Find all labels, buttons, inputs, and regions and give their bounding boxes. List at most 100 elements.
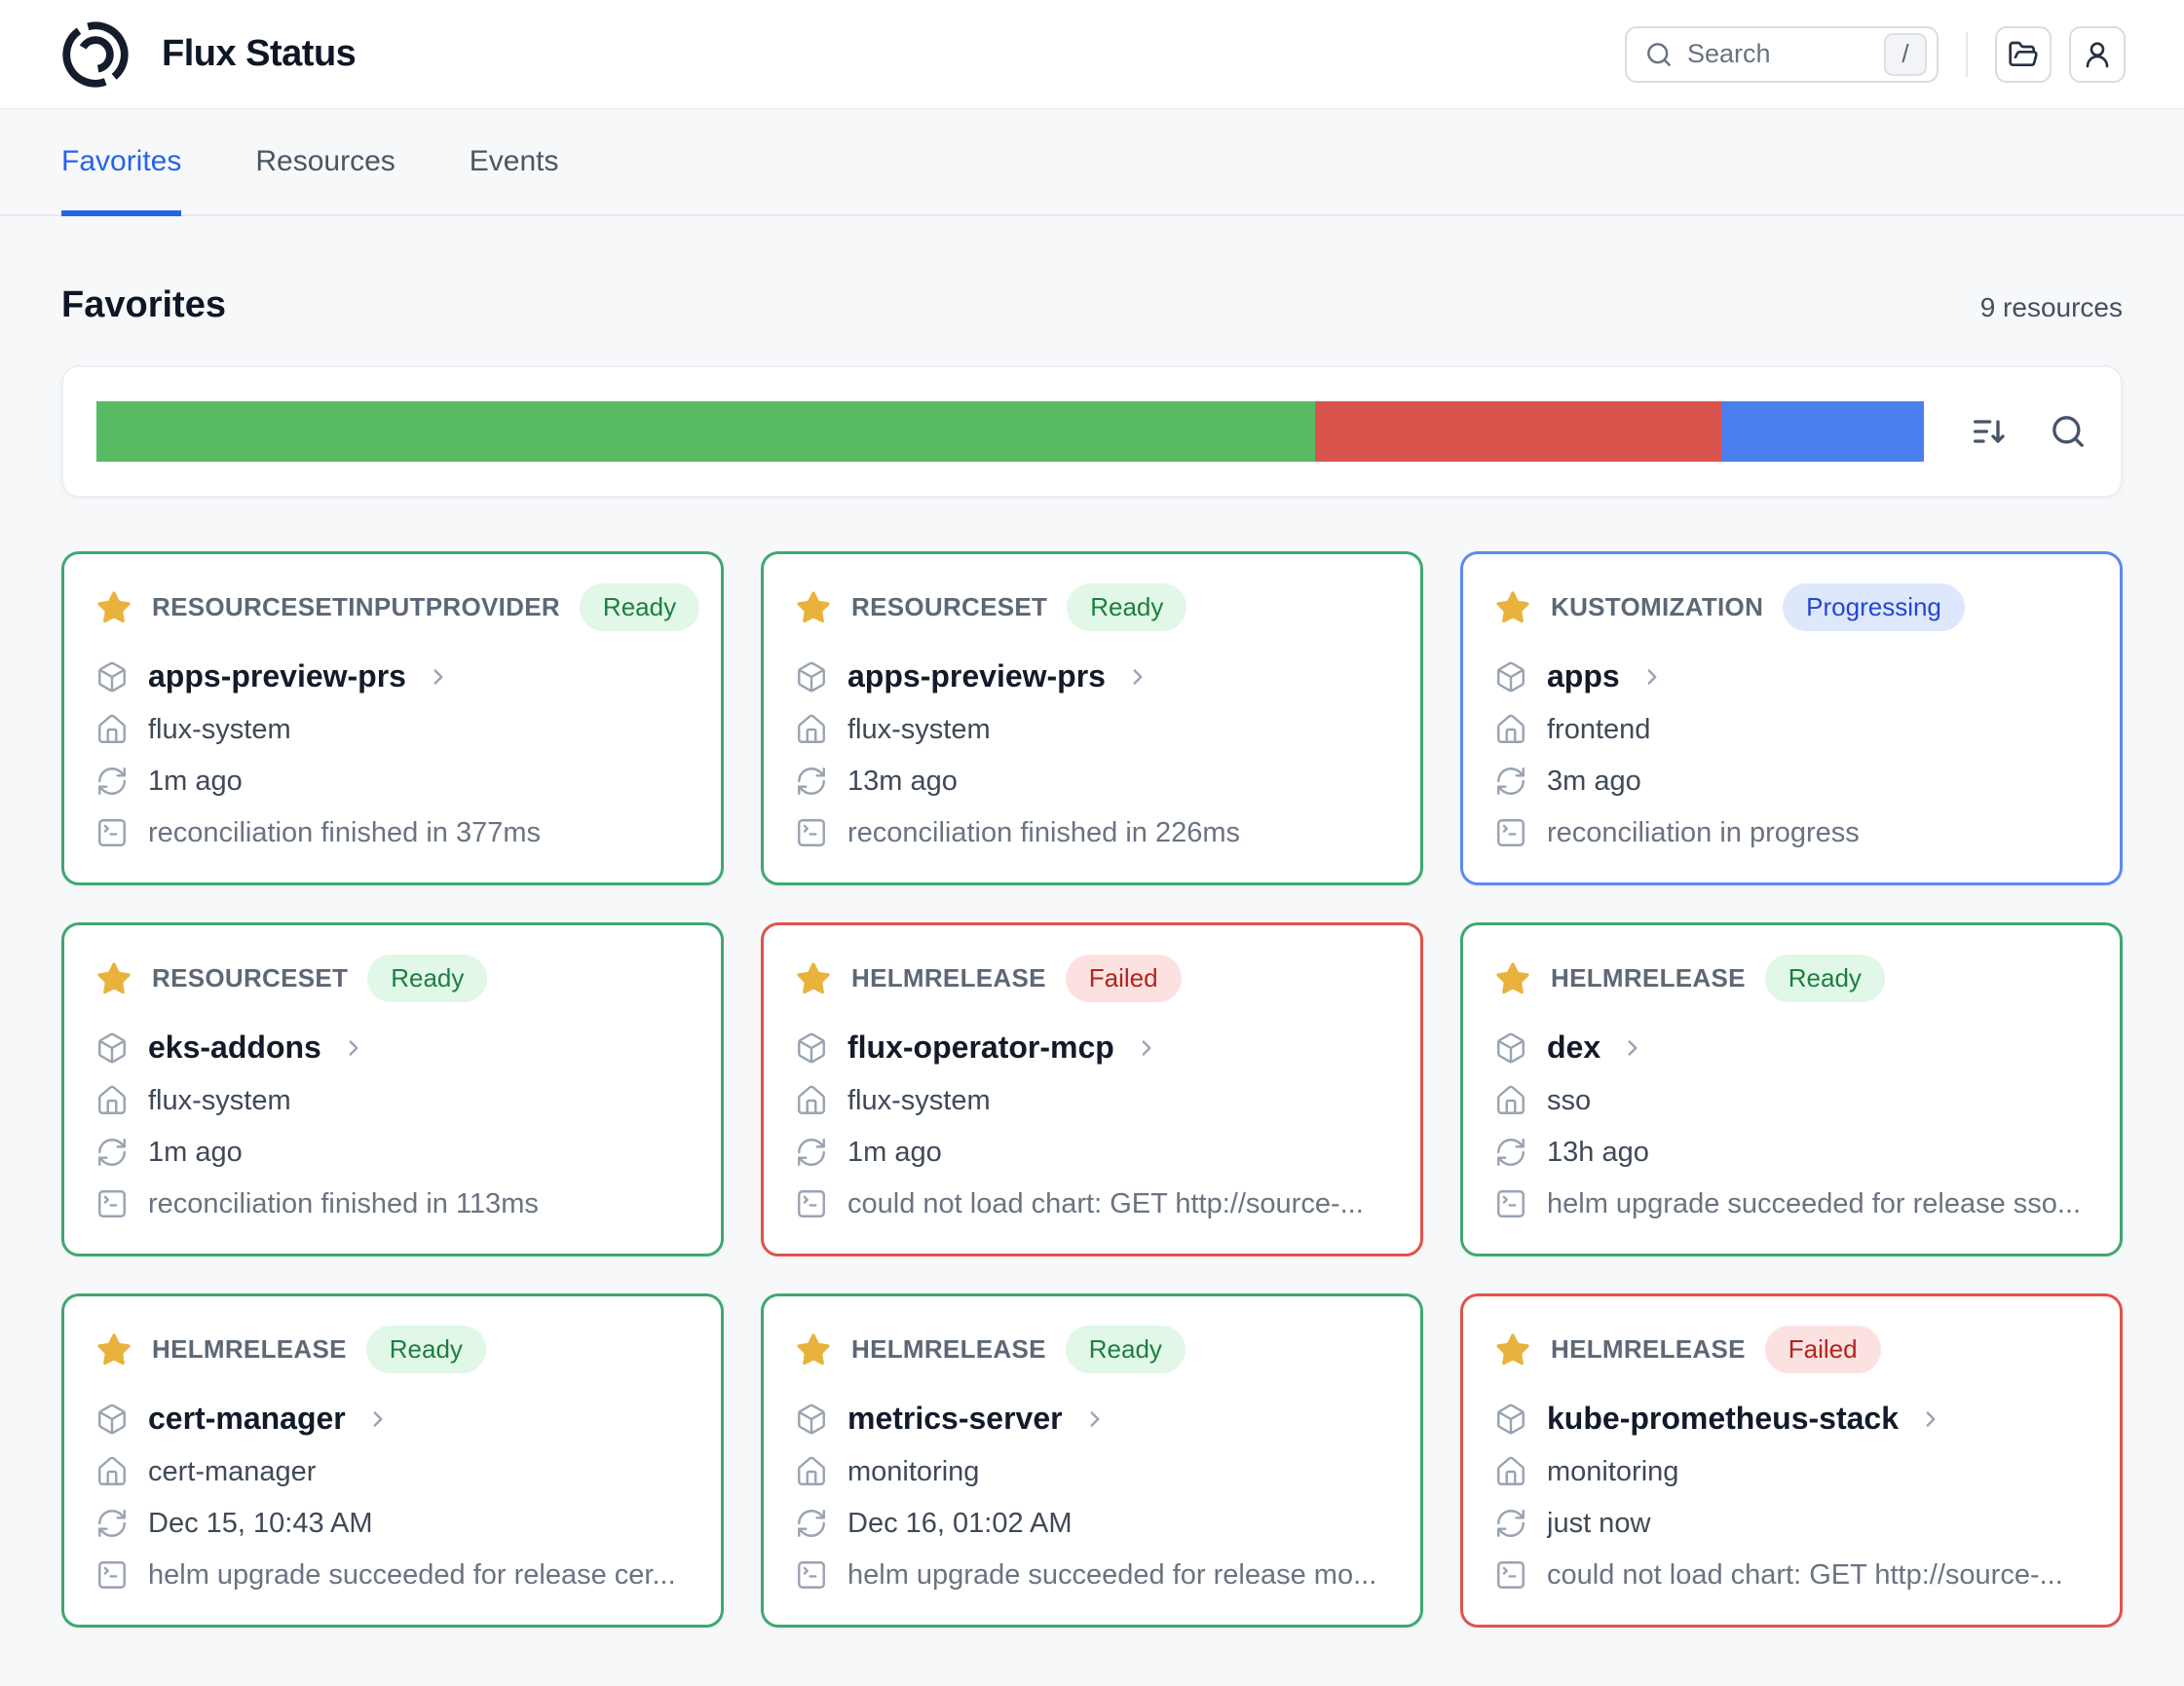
resource-name: dex [1547,1030,1601,1065]
resource-name-link[interactable]: dex [1494,1030,2089,1066]
resource-name-link[interactable]: apps [1494,658,2089,694]
resource-card[interactable]: KUSTOMIZATION Progressing apps frontend … [1460,551,2123,885]
sort-descending-icon[interactable] [1969,412,2008,451]
package-icon [1497,661,1525,692]
favorite-star-icon[interactable] [95,589,132,626]
resource-status-message: helm upgrade succeeded for release mo... [847,1558,1377,1591]
app-header: Flux Status / [0,0,2184,109]
favorite-star-icon[interactable] [1494,1331,1531,1368]
resource-name-link[interactable]: flux-operator-mcp [795,1030,1389,1066]
message-row: reconciliation finished in 226ms [795,816,1389,849]
status-badge: Ready [579,583,700,631]
resource-card[interactable]: HELMRELEASE Ready dex sso 13h ago [1460,922,2123,1256]
favorite-star-icon[interactable] [795,589,832,626]
status-segment-ready[interactable] [96,401,1315,462]
resource-name-link[interactable]: apps-preview-prs [795,658,1389,694]
status-segment-progressing[interactable] [1720,401,1924,462]
resource-name-link[interactable]: cert-manager [95,1401,690,1437]
home-icon [798,714,825,743]
resource-kind-label: HELMRELEASE [851,1334,1046,1364]
resource-namespace: flux-system [847,1084,991,1116]
resource-namespace: sso [1547,1084,1592,1116]
main-content: Favorites 9 resources RESOURCESETINPUTPR… [0,284,2184,1686]
message-row: reconciliation finished in 113ms [95,1187,690,1220]
resource-card[interactable]: HELMRELEASE Failed kube-prometheus-stack… [1460,1293,2123,1628]
resource-card[interactable]: RESOURCESETINPUTPROVIDER Ready apps-prev… [61,551,724,885]
sync-icon [1497,768,1525,795]
sync-icon [98,1510,126,1537]
page-title: Flux Status [162,33,357,74]
terminal-icon [798,1190,825,1218]
tab-resources[interactable]: Resources [255,145,395,177]
resource-status-message: reconciliation in progress [1547,816,1860,848]
tab-bar: Favorites Resources Events [0,109,2184,216]
resource-card[interactable]: RESOURCESET Ready eks-addons flux-system… [61,922,724,1256]
last-reconcile-row: Dec 16, 01:02 AM [795,1507,1389,1540]
chevron-right-icon [433,668,443,685]
resource-kind-label: RESOURCESET [152,963,349,993]
resource-name-link[interactable]: eks-addons [95,1030,690,1066]
resource-name: metrics-server [847,1401,1063,1436]
namespace-row: flux-system [795,713,1389,746]
favorite-star-icon[interactable] [1494,589,1531,626]
resource-status-message: reconciliation finished in 113ms [148,1187,539,1219]
last-reconcile-row: 13m ago [795,765,1389,798]
resource-last-updated: just now [1547,1507,1651,1539]
resource-name-link[interactable]: kube-prometheus-stack [1494,1401,2089,1437]
filter-search-icon[interactable] [2049,412,2088,451]
last-reconcile-row: 13h ago [1494,1136,2089,1169]
resource-namespace: flux-system [847,713,991,745]
tab-favorites[interactable]: Favorites [61,109,182,216]
last-reconcile-row: 1m ago [95,765,690,798]
package-icon [1497,1032,1525,1063]
user-account-button[interactable] [2069,25,2126,83]
message-row: could not load chart: GET http://source-… [1494,1558,2089,1592]
search-input[interactable] [1687,39,1870,69]
favorite-star-icon[interactable] [795,960,832,997]
resource-card[interactable]: HELMRELEASE Ready metrics-server monitor… [761,1293,1423,1628]
status-badge: Ready [1067,583,1187,631]
favorite-star-icon[interactable] [95,1331,132,1368]
home-icon [1497,714,1525,743]
tab-events[interactable]: Events [469,145,559,177]
namespace-row: sso [1494,1084,2089,1117]
resource-name: flux-operator-mcp [847,1030,1114,1065]
resource-name-link[interactable]: metrics-server [795,1401,1389,1437]
package-icon [98,1032,126,1063]
terminal-icon [1497,1190,1525,1218]
resource-namespace: monitoring [1547,1455,1679,1487]
chevron-right-icon [1090,1410,1100,1427]
status-segment-failed[interactable] [1314,401,1721,462]
last-reconcile-row: 3m ago [1494,765,2089,798]
resource-name: apps-preview-prs [847,658,1106,693]
favorite-star-icon[interactable] [95,960,132,997]
terminal-icon [798,1561,825,1589]
search-box[interactable]: / [1625,25,1939,83]
favorite-star-icon[interactable] [795,1331,832,1368]
resource-status-message: helm upgrade succeeded for release sso..… [1547,1187,2082,1219]
resource-name-link[interactable]: apps-preview-prs [95,658,690,694]
resource-namespace: frontend [1547,713,1651,745]
status-badge: Progressing [1783,583,1965,631]
namespace-row: cert-manager [95,1455,690,1488]
folder-open-icon [2009,41,2038,66]
card-header: KUSTOMIZATION Progressing [1494,583,2089,631]
namespace-row: flux-system [95,1084,690,1117]
card-header: HELMRELEASE Failed [795,955,1389,1002]
resource-card[interactable]: RESOURCESET Ready apps-preview-prs flux-… [761,551,1423,885]
resource-card[interactable]: HELMRELEASE Ready cert-manager cert-mana… [61,1293,724,1628]
resource-namespace: flux-system [148,1084,291,1116]
resource-last-updated: 13m ago [847,765,958,797]
namespace-row: frontend [1494,713,2089,746]
last-reconcile-row: Dec 15, 10:43 AM [95,1507,690,1540]
resource-status-message: could not load chart: GET http://source-… [847,1187,1364,1219]
favorite-star-icon[interactable] [1494,960,1531,997]
message-row: helm upgrade succeeded for release cer..… [95,1558,690,1592]
resources-folder-button[interactable] [1995,25,2052,83]
resource-card[interactable]: HELMRELEASE Failed flux-operator-mcp flu… [761,922,1423,1256]
message-row: helm upgrade succeeded for release mo... [795,1558,1389,1592]
resource-kind-label: HELMRELEASE [1551,963,1746,993]
sync-icon [798,1510,825,1537]
terminal-icon [98,1561,126,1589]
resource-name: apps [1547,658,1620,693]
